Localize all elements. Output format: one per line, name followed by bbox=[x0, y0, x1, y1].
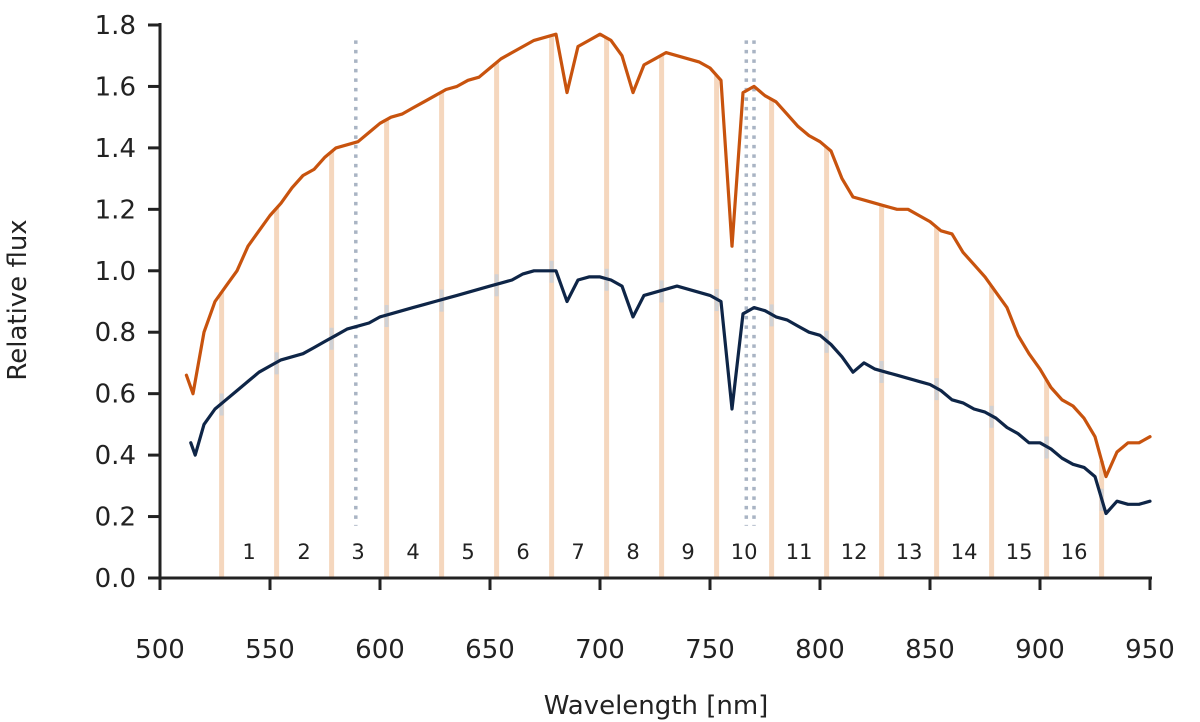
bin-label-8: 8 bbox=[626, 540, 639, 564]
band-strip-9 bbox=[659, 55, 665, 578]
band-strip-11 bbox=[769, 99, 775, 578]
bin-label-14: 14 bbox=[951, 540, 978, 564]
band-strip-5 bbox=[439, 91, 445, 579]
absorption-bands bbox=[219, 35, 1105, 579]
y-tick-label: 1.4 bbox=[95, 134, 136, 164]
x-tick-label: 500 bbox=[135, 635, 185, 665]
x-tick-label: 800 bbox=[795, 635, 845, 665]
bin-labels: 1 2 3 4 5 6 7 8 9 10 11 12 13 14 15 16 bbox=[242, 540, 1087, 564]
y-tick-label: 1.2 bbox=[95, 195, 136, 225]
band-strip-12 bbox=[824, 147, 830, 578]
bin-label-4: 4 bbox=[406, 540, 419, 564]
band-strip-14 bbox=[934, 227, 940, 578]
band-strip-7 bbox=[549, 35, 555, 578]
x-tick-label: 550 bbox=[245, 635, 295, 665]
x-tick-label: 850 bbox=[905, 635, 955, 665]
band-strip-8 bbox=[604, 37, 610, 579]
y-tick-label: 0.6 bbox=[95, 380, 136, 410]
x-tick-label: 750 bbox=[685, 635, 735, 665]
band-strip-10 bbox=[714, 75, 720, 578]
series-lower-line bbox=[189, 269, 1152, 516]
y-tick-label: 0.0 bbox=[95, 564, 136, 594]
axes: 0.0 0.2 0.4 0.6 0.8 1.0 1.2 1.4 1.6 1.8 500 550 600 6… bbox=[95, 11, 1175, 665]
x-tick-label: 700 bbox=[575, 635, 625, 665]
x-tick-label: 650 bbox=[465, 635, 515, 665]
band-strip-4 bbox=[384, 119, 390, 578]
band-strip-1 bbox=[219, 292, 225, 578]
bin-label-10: 10 bbox=[731, 540, 758, 564]
bin-label-9: 9 bbox=[681, 540, 694, 564]
band-strip-15 bbox=[989, 286, 995, 578]
series-lines bbox=[184, 32, 1152, 516]
x-tick-label: 900 bbox=[1015, 635, 1065, 665]
bin-label-16: 16 bbox=[1061, 540, 1088, 564]
x-tick-label: 950 bbox=[1125, 635, 1175, 665]
y-tick-label: 1.6 bbox=[95, 72, 136, 102]
bin-label-6: 6 bbox=[516, 540, 529, 564]
y-tick-label: 1.0 bbox=[95, 257, 136, 287]
bin-label-5: 5 bbox=[461, 540, 474, 564]
reference-lines bbox=[354, 40, 756, 526]
band-strip-2 bbox=[274, 208, 280, 579]
y-tick-label: 1.8 bbox=[95, 11, 136, 41]
y-tick-label: 0.2 bbox=[95, 503, 136, 533]
band-strip-16 bbox=[1044, 380, 1050, 578]
bin-label-13: 13 bbox=[896, 540, 923, 564]
bin-label-3: 3 bbox=[351, 540, 364, 564]
bin-label-2: 2 bbox=[297, 540, 310, 564]
y-tick-label: 0.8 bbox=[95, 318, 136, 348]
band-strip-13 bbox=[879, 205, 885, 578]
bin-label-7: 7 bbox=[571, 540, 584, 564]
band-strip-3 bbox=[329, 151, 335, 578]
series-upper-line bbox=[184, 32, 1152, 479]
bin-label-1: 1 bbox=[242, 540, 255, 564]
bin-label-15: 15 bbox=[1006, 540, 1033, 564]
x-axis-title: Wavelength [nm] bbox=[544, 691, 769, 721]
band-strip-17 bbox=[1099, 460, 1105, 578]
bin-label-11: 11 bbox=[786, 540, 813, 564]
y-tick-label: 0.4 bbox=[95, 441, 136, 471]
bin-label-12: 12 bbox=[841, 540, 868, 564]
y-axis-title: Relative flux bbox=[3, 219, 33, 380]
band-strip-6 bbox=[494, 62, 500, 579]
x-tick-label: 600 bbox=[355, 635, 405, 665]
